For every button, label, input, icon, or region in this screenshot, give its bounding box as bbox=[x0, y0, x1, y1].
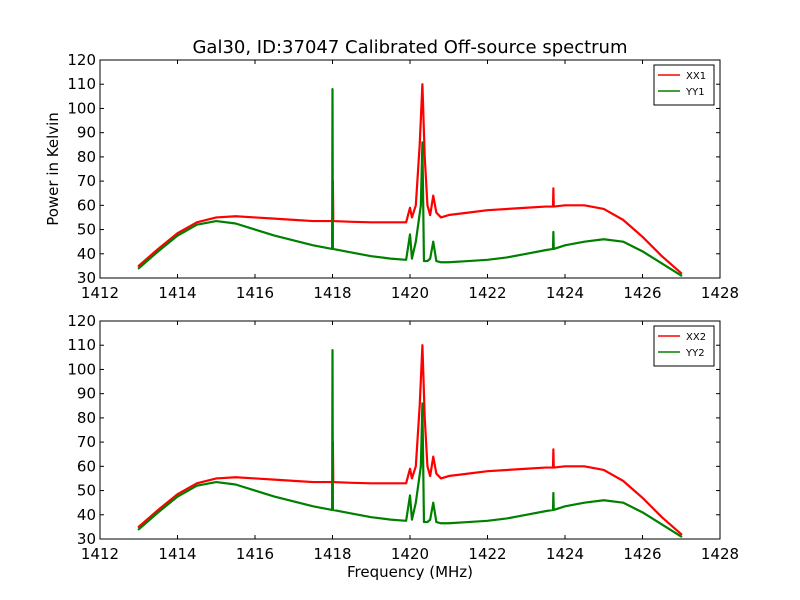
x-tick-label: 1418 bbox=[313, 545, 351, 563]
x-tick-label: 1422 bbox=[468, 284, 506, 302]
y-tick-label: 110 bbox=[67, 336, 96, 354]
x-tick-label: 1426 bbox=[623, 545, 661, 563]
y-tick-label: 60 bbox=[77, 457, 96, 475]
y-tick-label: 70 bbox=[77, 433, 96, 451]
y-axis-label: Power in Kelvin bbox=[44, 112, 62, 226]
x-tick-label: 1412 bbox=[81, 545, 119, 563]
x-tick-label: 1428 bbox=[701, 545, 739, 563]
x-tick-label: 1420 bbox=[391, 545, 429, 563]
series-group bbox=[137, 83, 683, 277]
figure-title: Gal30, ID:37047 Calibrated Off-source sp… bbox=[192, 37, 627, 58]
y-tick-label: 30 bbox=[77, 530, 96, 548]
legend-label-xx2: XX2 bbox=[686, 332, 706, 343]
y-tick-label: 50 bbox=[77, 482, 96, 500]
y-tick-label: 80 bbox=[77, 148, 96, 166]
x-tick-label: 1416 bbox=[236, 284, 274, 302]
x-tick-label: 1426 bbox=[623, 284, 661, 302]
series-group bbox=[137, 344, 683, 538]
y-tick-label: 30 bbox=[77, 269, 96, 287]
y-tick-label: 40 bbox=[77, 245, 96, 263]
y-tick-label: 100 bbox=[67, 99, 96, 117]
x-tick-label: 1412 bbox=[81, 284, 119, 302]
x-tick-label: 1422 bbox=[468, 545, 506, 563]
x-tick-label: 1416 bbox=[236, 545, 274, 563]
x-tick-label: 1420 bbox=[391, 284, 429, 302]
y-tick-label: 90 bbox=[77, 385, 96, 403]
x-tick-label: 1424 bbox=[546, 284, 584, 302]
y-tick-label: 70 bbox=[77, 172, 96, 190]
x-tick-label: 1414 bbox=[158, 284, 196, 302]
legend-box bbox=[653, 64, 715, 106]
legend-label-yy2: YY2 bbox=[685, 348, 705, 359]
x-tick-label: 1424 bbox=[546, 545, 584, 563]
y-tick-label: 100 bbox=[67, 360, 96, 378]
legend-box bbox=[653, 325, 715, 367]
x-tick-label: 1428 bbox=[701, 284, 739, 302]
x-axis-label: Frequency (MHz) bbox=[347, 563, 473, 581]
y-tick-label: 120 bbox=[67, 51, 96, 69]
series-line-xx1 bbox=[137, 83, 683, 275]
y-tick-label: 120 bbox=[67, 312, 96, 330]
legend-label-xx1: XX1 bbox=[686, 71, 706, 82]
legend-label-yy1: YY1 bbox=[685, 87, 705, 98]
x-tick-label: 1414 bbox=[158, 545, 196, 563]
series-line-yy1 bbox=[137, 87, 683, 277]
plot-panel-1: 1412 1414 1416 1418 1420 1422 1424 1426 1428 30 40… bbox=[67, 51, 739, 302]
plot-panel-2: 1412 1414 1416 1418 1420 1422 1424 1426 1428 30 40… bbox=[67, 312, 739, 563]
y-tick-label: 50 bbox=[77, 221, 96, 239]
series-line-xx2 bbox=[137, 344, 683, 536]
x-tick-label: 1418 bbox=[313, 284, 351, 302]
y-tick-label: 60 bbox=[77, 196, 96, 214]
y-tick-label: 110 bbox=[67, 75, 96, 93]
y-tick-label: 80 bbox=[77, 409, 96, 427]
y-tick-label: 40 bbox=[77, 506, 96, 524]
series-line-yy2 bbox=[137, 348, 683, 538]
y-tick-label: 90 bbox=[77, 124, 96, 142]
